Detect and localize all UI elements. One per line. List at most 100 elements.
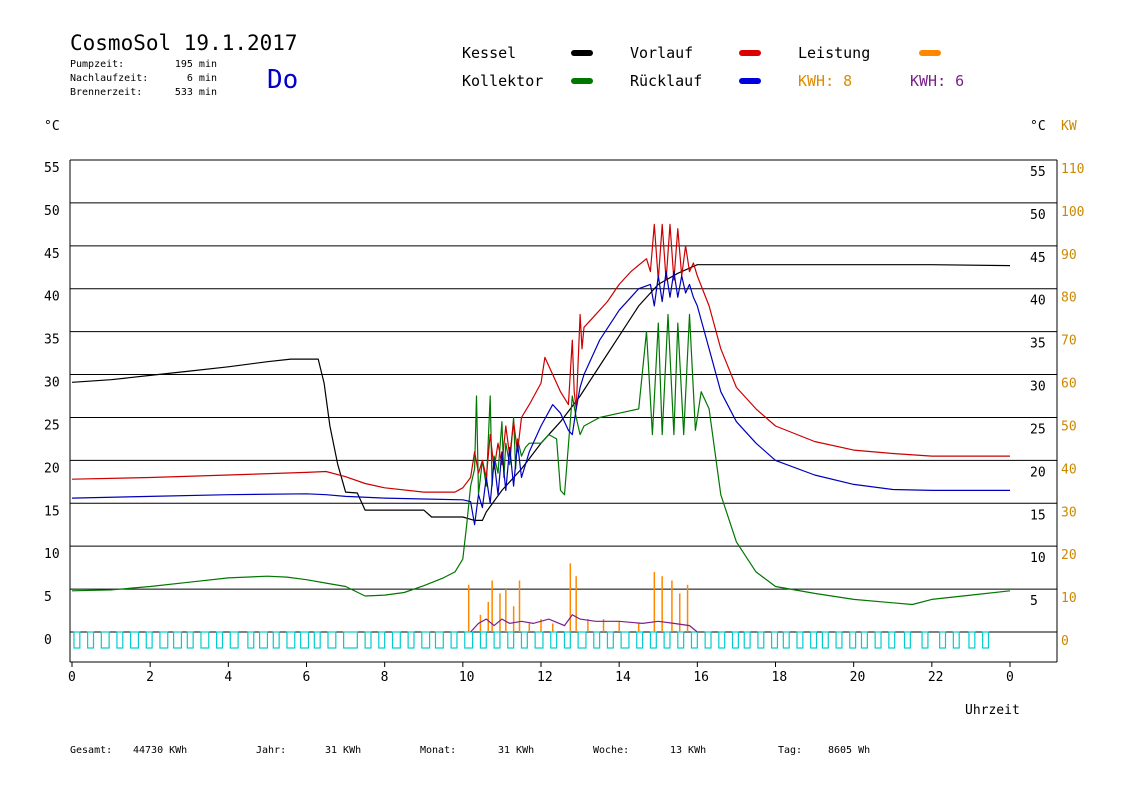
pump-on-marker — [968, 631, 976, 649]
y-tick-label: 5 — [44, 590, 52, 605]
legend-kwh-orange: KWH: 8 — [798, 72, 852, 90]
legend-swatch-kollektor — [571, 78, 593, 84]
pump-on-marker — [343, 631, 358, 649]
pump-on-marker — [100, 631, 110, 649]
pump-on-marker — [577, 631, 587, 649]
footer-label-tag: Tag: — [778, 745, 802, 756]
x-tick-label: 10 — [459, 670, 475, 685]
x-axis-label: Uhrzeit — [965, 703, 1020, 718]
pump-on-marker — [636, 631, 644, 649]
pump-on-marker — [200, 631, 210, 649]
y-right-tick-label: 30 — [1030, 380, 1046, 395]
pump-on-marker — [286, 631, 296, 649]
pump-on-marker — [704, 631, 712, 649]
pump-on-marker — [450, 631, 458, 649]
pump-on-marker — [259, 631, 269, 649]
weekday-label: Do — [267, 65, 298, 95]
x-tick-label: 22 — [928, 670, 944, 685]
y-right-tick-label: 25 — [1030, 422, 1046, 437]
pump-on-marker — [888, 631, 896, 649]
footer-label-jahr: Jahr: — [256, 745, 286, 756]
y2-tick-label: 80 — [1061, 291, 1077, 306]
footer-label-woche: Woche: — [593, 745, 629, 756]
pump-on-marker — [229, 631, 239, 649]
y-right-tick-label: 10 — [1030, 551, 1046, 566]
pump-on-marker — [690, 631, 698, 649]
footer-label-monat: Monat: — [420, 745, 456, 756]
legend-swatch-kessel — [571, 50, 593, 56]
footer-value-woche: 13 KWh — [670, 745, 706, 756]
pump-on-marker — [507, 631, 515, 649]
legend-label-kessel: Kessel — [462, 44, 516, 62]
pump-on-marker — [663, 631, 671, 649]
series-line-kollektor — [71, 313, 1011, 606]
footer-label-gesamt: Gesamt: — [70, 745, 112, 756]
x-tick-label: 4 — [224, 670, 232, 685]
kwh-curve — [470, 614, 698, 633]
pump-on-marker — [821, 631, 829, 649]
footer-value-monat: 31 KWh — [498, 745, 534, 756]
y-tick-label: 30 — [44, 376, 60, 391]
x-tick-label: 0 — [1006, 670, 1014, 685]
pump-on-marker — [860, 631, 868, 649]
pump-on-marker — [247, 631, 255, 649]
y2-tick-label: 90 — [1061, 248, 1077, 263]
pump-on-marker — [903, 631, 911, 649]
stat-label-brennerzeit: Brennerzeit: — [70, 87, 142, 98]
y-tick-label: 50 — [44, 204, 60, 219]
pump-on-marker — [493, 631, 501, 649]
y2-tick-label: 70 — [1061, 334, 1077, 349]
x-tick-label: 20 — [850, 670, 866, 685]
footer-stats: Gesamt: 44730 KWh Jahr: 31 KWh Monat: 31… — [70, 745, 870, 756]
series-lines — [71, 223, 1011, 606]
y-tick-label: 35 — [44, 333, 60, 348]
pump-on-marker — [921, 631, 929, 649]
legend-swatch-ruecklauf — [739, 78, 761, 84]
pump-on-marker — [782, 631, 790, 649]
pump-on-marker — [874, 631, 882, 649]
x-tick-label: 16 — [693, 670, 709, 685]
y2-tick-label: 0 — [1061, 634, 1069, 649]
stat-label-nachlaufzeit: Nachlaufzeit: — [70, 73, 148, 84]
series-line-vorlauf — [71, 223, 1010, 493]
pump-on-marker — [563, 631, 571, 649]
pump-on-marker — [520, 631, 528, 649]
right-axis-unit-c: °C — [1030, 119, 1046, 134]
series-line-ruecklauf — [71, 271, 1010, 526]
pump-on-marker — [159, 631, 169, 649]
pump-on-marker — [606, 631, 614, 649]
y-tick-label: 20 — [44, 461, 60, 476]
y-tick-label: 40 — [44, 290, 60, 305]
y-right-tick-label: 50 — [1030, 208, 1046, 223]
y-right-tick-label: 15 — [1030, 508, 1046, 523]
pump-on-marker — [593, 631, 601, 649]
y-right-tick-label: 40 — [1030, 294, 1046, 309]
pump-on-marker — [378, 631, 386, 649]
pump-on-marker — [731, 631, 739, 649]
footer-value-gesamt: 44730 KWh — [133, 745, 187, 756]
pump-on-marker — [216, 631, 224, 649]
y2-tick-label: 30 — [1061, 505, 1077, 520]
legend-label-kollektor: Kollektor — [462, 72, 543, 90]
pump-on-marker — [272, 631, 280, 649]
legend-label-leistung: Leistung — [798, 44, 870, 62]
y-tick-label: 25 — [44, 418, 60, 433]
x-tick-label: 14 — [615, 670, 631, 685]
legend-label-vorlauf: Vorlauf — [630, 44, 693, 62]
chart-title: CosmoSol 19.1.2017 — [70, 31, 298, 55]
y2-tick-label: 10 — [1061, 591, 1077, 606]
y2-tick-label: 40 — [1061, 462, 1077, 477]
legend-kwh-purple: KWH: 6 — [910, 72, 964, 90]
pump-on-marker — [849, 631, 857, 649]
pump-on-marker — [982, 631, 990, 649]
stat-label-pumpzeit: Pumpzeit: — [70, 59, 124, 70]
pump-on-marker — [796, 631, 804, 649]
left-axis-unit: °C — [44, 119, 60, 134]
pump-on-marker — [743, 631, 751, 649]
pump-on-marker — [173, 631, 183, 649]
x-tick-label: 2 — [146, 670, 154, 685]
pump-on-marker — [327, 631, 337, 649]
y-tick-label: 0 — [44, 633, 52, 648]
y-right-tick-label: 20 — [1030, 465, 1046, 480]
